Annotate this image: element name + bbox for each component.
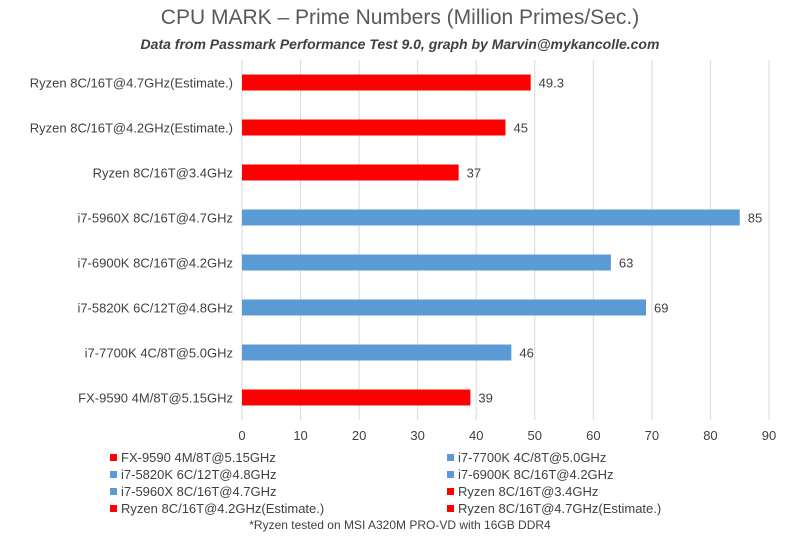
data-label: 49.3 [539,76,564,91]
bar [242,389,471,406]
data-label: 69 [654,301,668,316]
legend-label: i7-5960X 8C/16T@4.7GHz [121,484,277,499]
legend-label: i7-7700K 4C/8T@5.0GHz [458,450,607,465]
bar [242,254,611,271]
category-label: FX-9590 4M/8T@5.15GHz [78,391,233,406]
bar [242,74,531,91]
legend-swatch [447,488,454,495]
chart-title: CPU MARK – Prime Numbers (Million Primes… [160,6,640,29]
legend-item: FX-9590 4M/8T@5.15GHz [110,450,276,465]
bar [242,209,740,226]
legend-swatch [110,471,117,478]
bar [242,299,647,316]
legend-item: Ryzen 8C/16T@4.2GHz(Estimate.) [110,501,324,516]
legend-label: i7-5820K 6C/12T@4.8GHz [121,467,277,482]
legend-item: Ryzen 8C/16T@4.7GHz(Estimate.) [447,501,661,516]
x-tick-label: 80 [703,428,717,443]
category-label: Ryzen 8C/16T@4.7GHz(Estimate.) [30,76,233,91]
legend-label: i7-6900K 8C/16T@4.2GHz [458,467,614,482]
data-label: 39 [478,391,492,406]
legend-item: Ryzen 8C/16T@3.4GHz [447,484,598,499]
legend-label: Ryzen 8C/16T@4.2GHz(Estimate.) [121,501,325,516]
data-label: 45 [514,121,528,136]
legend-swatch [447,454,454,461]
category-label: i7-7700K 4C/8T@5.0GHz [85,346,233,361]
legend-swatch [110,454,117,461]
legend-item: i7-6900K 8C/16T@4.2GHz [447,467,614,482]
legend-item: i7-5820K 6C/12T@4.8GHz [110,467,277,482]
legend-label: Ryzen 8C/16T@3.4GHz [458,484,599,499]
chart-subtitle: Data from Passmark Performance Test 9.0,… [140,36,660,52]
category-label: Ryzen 8C/16T@4.2GHz(Estimate.) [30,121,233,136]
x-tick-label: 90 [762,428,776,443]
x-tick-label: 30 [410,428,424,443]
data-label: 63 [619,256,633,271]
x-tick-label: 0 [238,428,245,443]
bar [242,119,506,136]
x-tick-label: 50 [528,428,542,443]
x-tick-label: 60 [586,428,600,443]
legend-label: FX-9590 4M/8T@5.15GHz [121,450,276,465]
data-label: 85 [748,211,762,226]
x-tick-label: 20 [352,428,366,443]
legend-item: i7-7700K 4C/8T@5.0GHz [447,450,606,465]
x-tick-label: 40 [469,428,483,443]
bar [242,164,459,181]
x-tick-label: 70 [645,428,659,443]
legend-swatch [110,488,117,495]
legend-label: Ryzen 8C/16T@4.7GHz(Estimate.) [458,501,662,516]
bar [242,344,512,361]
category-label: i7-5820K 6C/12T@4.8GHz [77,301,233,316]
legend-swatch [447,471,454,478]
legend-swatch [447,505,454,512]
category-label: i7-5960X 8C/16T@4.7GHz [77,211,233,226]
x-tick-label: 10 [293,428,307,443]
legend-swatch [110,505,117,512]
legend-item: i7-5960X 8C/16T@4.7GHz [110,484,277,499]
category-label: i7-6900K 8C/16T@4.2GHz [77,256,233,271]
footnote: *Ryzen tested on MSI A320M PRO-VD with 1… [249,518,551,532]
category-label: Ryzen 8C/16T@3.4GHz [93,166,233,181]
bar-chart: 0 10 20 30 40 50 60 70 80 90 Ryzen 8C/16T@4.7GHz(E… [30,60,776,443]
data-label: 46 [519,346,533,361]
data-label: 37 [467,166,481,181]
